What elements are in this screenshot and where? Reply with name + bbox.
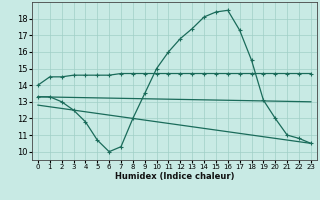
X-axis label: Humidex (Indice chaleur): Humidex (Indice chaleur) [115,172,234,181]
